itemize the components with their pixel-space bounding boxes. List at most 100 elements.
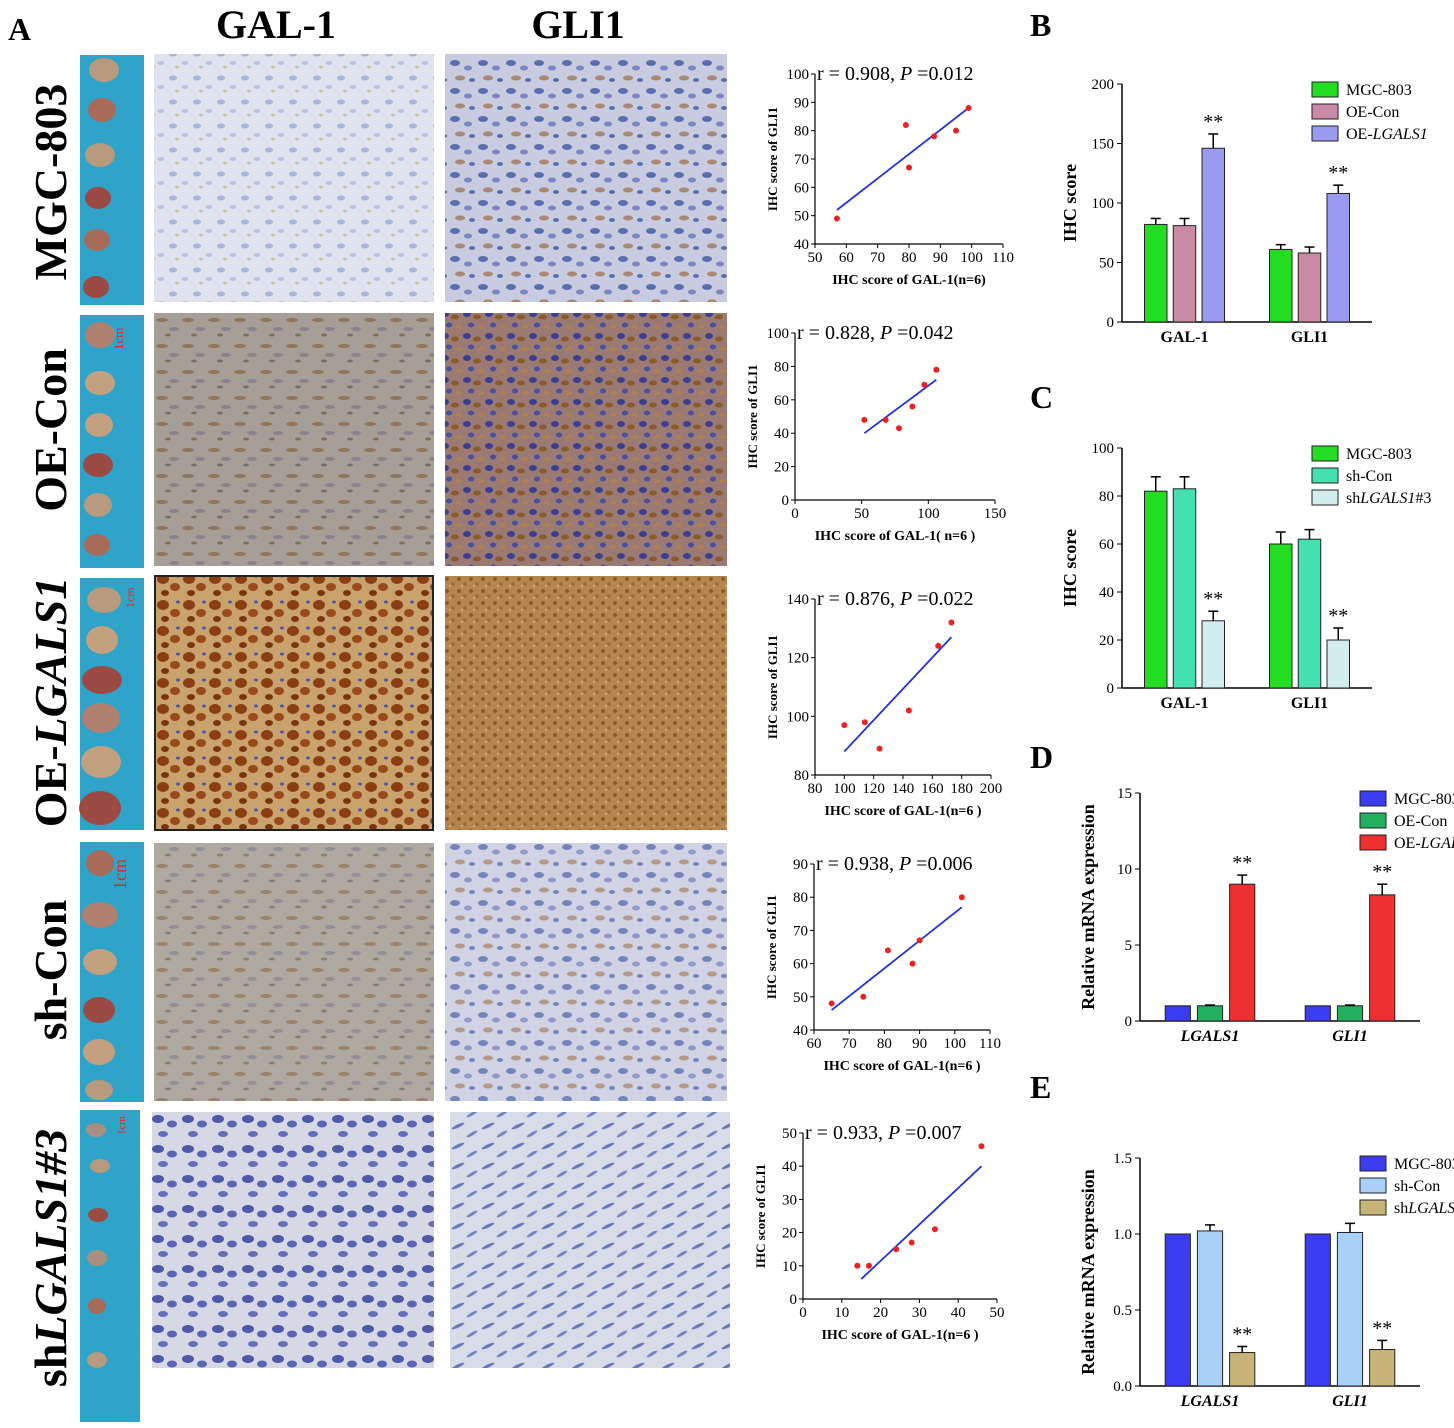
bar xyxy=(1369,894,1396,1022)
x-axis-label: IHC score of GAL-1(n=6) xyxy=(832,273,986,288)
correlation-r: r = 0.876, xyxy=(817,588,900,610)
x-tick-label: 50 xyxy=(990,1305,1005,1321)
x-category-label: LGALS1 xyxy=(1180,1393,1240,1410)
legend-label-gene: LGALS1 xyxy=(1372,126,1428,143)
data-point xyxy=(861,416,868,423)
y-tick-label: 40 xyxy=(774,426,789,442)
x-tick-label: 110 xyxy=(992,250,1014,266)
column-header-gli1: GLI1 xyxy=(531,2,624,47)
bar xyxy=(1336,1231,1364,1387)
data-point xyxy=(896,425,902,432)
bar xyxy=(1336,1005,1364,1022)
scale-bar-label-sh-con: 1cm xyxy=(110,859,130,890)
tumor-photo-oe-con: 1cm xyxy=(80,315,144,568)
significance-marker: ** xyxy=(1203,111,1223,133)
row-label-sh-prefix: sh xyxy=(25,1344,76,1387)
bar xyxy=(1369,1349,1396,1387)
data-point xyxy=(931,133,938,140)
row-label-sh-con: sh-Con xyxy=(25,900,76,1041)
bar xyxy=(1269,248,1293,323)
y-tick-label: 50 xyxy=(794,209,809,225)
row-label-oe-lgals1: OE-LGALS1 xyxy=(25,577,76,827)
scatter-chart-oe-lgals1: 80 100 120 140 160 180 200 80 100 120 140 r = 0.876… xyxy=(765,588,1002,819)
data-point xyxy=(905,707,912,714)
correlation-annotation: r = 0.876, P =0.022 xyxy=(817,588,973,610)
row-label-sh-italic: LGALS1#3 xyxy=(25,1129,76,1345)
y-tick-label: 30 xyxy=(782,1192,797,1208)
x-tick-label: 90 xyxy=(933,250,948,266)
ihc-image-gal1-sh-lgals1 xyxy=(152,1112,434,1368)
y-tick-label: 100 xyxy=(787,67,810,83)
data-point xyxy=(953,127,959,134)
y-tick-label: 0 xyxy=(782,493,790,509)
y-tick-label: 50 xyxy=(1099,256,1114,272)
legend-label: shLGALS1#3 xyxy=(1346,490,1431,507)
y-axis-label: IHC score xyxy=(1060,164,1080,242)
x-tick-label: 90 xyxy=(912,1036,927,1052)
data-point xyxy=(828,1000,835,1007)
ihc-image-gli1-sh-lgals1 xyxy=(450,1112,730,1368)
correlation-r: r = 0.908, xyxy=(817,63,900,85)
y-tick-label: 70 xyxy=(794,152,809,168)
correlation-annotation: r = 0.908, P =0.012 xyxy=(817,63,973,85)
correlation-p-value: =0.042 xyxy=(892,322,953,344)
data-point xyxy=(965,105,972,111)
y-axis-label: IHC score of GLI1 xyxy=(765,107,780,211)
legend-label: sh-Con xyxy=(1346,468,1392,485)
data-point xyxy=(841,722,848,729)
x-axis-label: IHC score of GAL-1(n=6 ) xyxy=(821,1328,978,1343)
correlation-p-symbol: P xyxy=(887,1122,900,1144)
significance-marker: ** xyxy=(1232,852,1252,874)
y-tick-label: 100 xyxy=(1092,196,1115,212)
data-point xyxy=(861,719,868,726)
legend-label-gene: LGALS1 xyxy=(1359,490,1415,507)
x-tick-label: 100 xyxy=(944,1036,967,1052)
bar xyxy=(1297,538,1322,689)
y-tick-label: 0.0 xyxy=(1113,1379,1132,1395)
legend-swatch xyxy=(1311,467,1339,484)
x-category-label: GLI1 xyxy=(1332,1393,1368,1410)
bar xyxy=(1144,490,1168,689)
legend-swatch xyxy=(1311,103,1339,120)
y-tick-label: 0.5 xyxy=(1113,1303,1132,1319)
x-tick-label: 0 xyxy=(791,506,799,522)
bar xyxy=(1229,883,1256,1022)
data-point xyxy=(978,1143,985,1150)
x-category-label: GLI1 xyxy=(1291,329,1328,346)
y-tick-label: 50 xyxy=(793,990,808,1006)
y-tick-label: 50 xyxy=(782,1126,797,1142)
legend-swatch xyxy=(1359,1177,1387,1194)
y-axis-label: Relative mRNA expression xyxy=(1078,804,1098,1010)
y-axis-label: IHC score xyxy=(1060,529,1080,607)
legend-label: OE-Con xyxy=(1346,104,1399,121)
y-tick-label: 60 xyxy=(793,957,808,973)
correlation-p-symbol: P xyxy=(898,853,911,875)
significance-marker: ** xyxy=(1232,1323,1252,1345)
x-tick-label: 100 xyxy=(960,250,983,266)
x-tick-label: 160 xyxy=(921,781,944,797)
legend-label-prefix: sh xyxy=(1346,490,1360,507)
legend-swatch xyxy=(1311,445,1339,462)
bar-chart-d: 0 5 10 15 Relative mRNA expression ** LGALS1 **… xyxy=(1078,786,1454,1045)
legend-label-suffix: #3 xyxy=(1415,490,1431,507)
y-tick-label: 100 xyxy=(1092,441,1115,457)
x-category-label: LGALS1 xyxy=(1180,1028,1240,1045)
x-tick-label: 0 xyxy=(799,1305,807,1321)
bar-chart-c: 0 20 40 60 80 100 IHC score ** GAL-1 ** GLI1 MGC-80… xyxy=(1060,441,1431,712)
legend-swatch xyxy=(1311,489,1339,506)
legend-swatch xyxy=(1311,81,1339,98)
scatter-chart-oe-con: 0 50 100 150 0 20 40 60 80 100 r = 0.828, P =0.042… xyxy=(745,322,1006,544)
ihc-image-gal1-oe-lgals1 xyxy=(154,575,434,831)
legend-swatch xyxy=(1359,834,1387,851)
x-tick-label: 200 xyxy=(980,781,1003,797)
legend-label: MGC-803 xyxy=(1346,446,1412,463)
y-tick-label: 60 xyxy=(774,393,789,409)
panel-letter-d: D xyxy=(1030,739,1053,775)
data-point xyxy=(933,366,940,373)
x-tick-label: 20 xyxy=(873,1305,888,1321)
bar-chart-e: 0.0 0.5 1.0 1.5 Relative mRNA expression ** LG… xyxy=(1078,1151,1454,1410)
significance-marker: ** xyxy=(1328,162,1348,184)
y-tick-label: 90 xyxy=(794,95,809,111)
ihc-image-gli1-oe-con xyxy=(445,313,727,566)
